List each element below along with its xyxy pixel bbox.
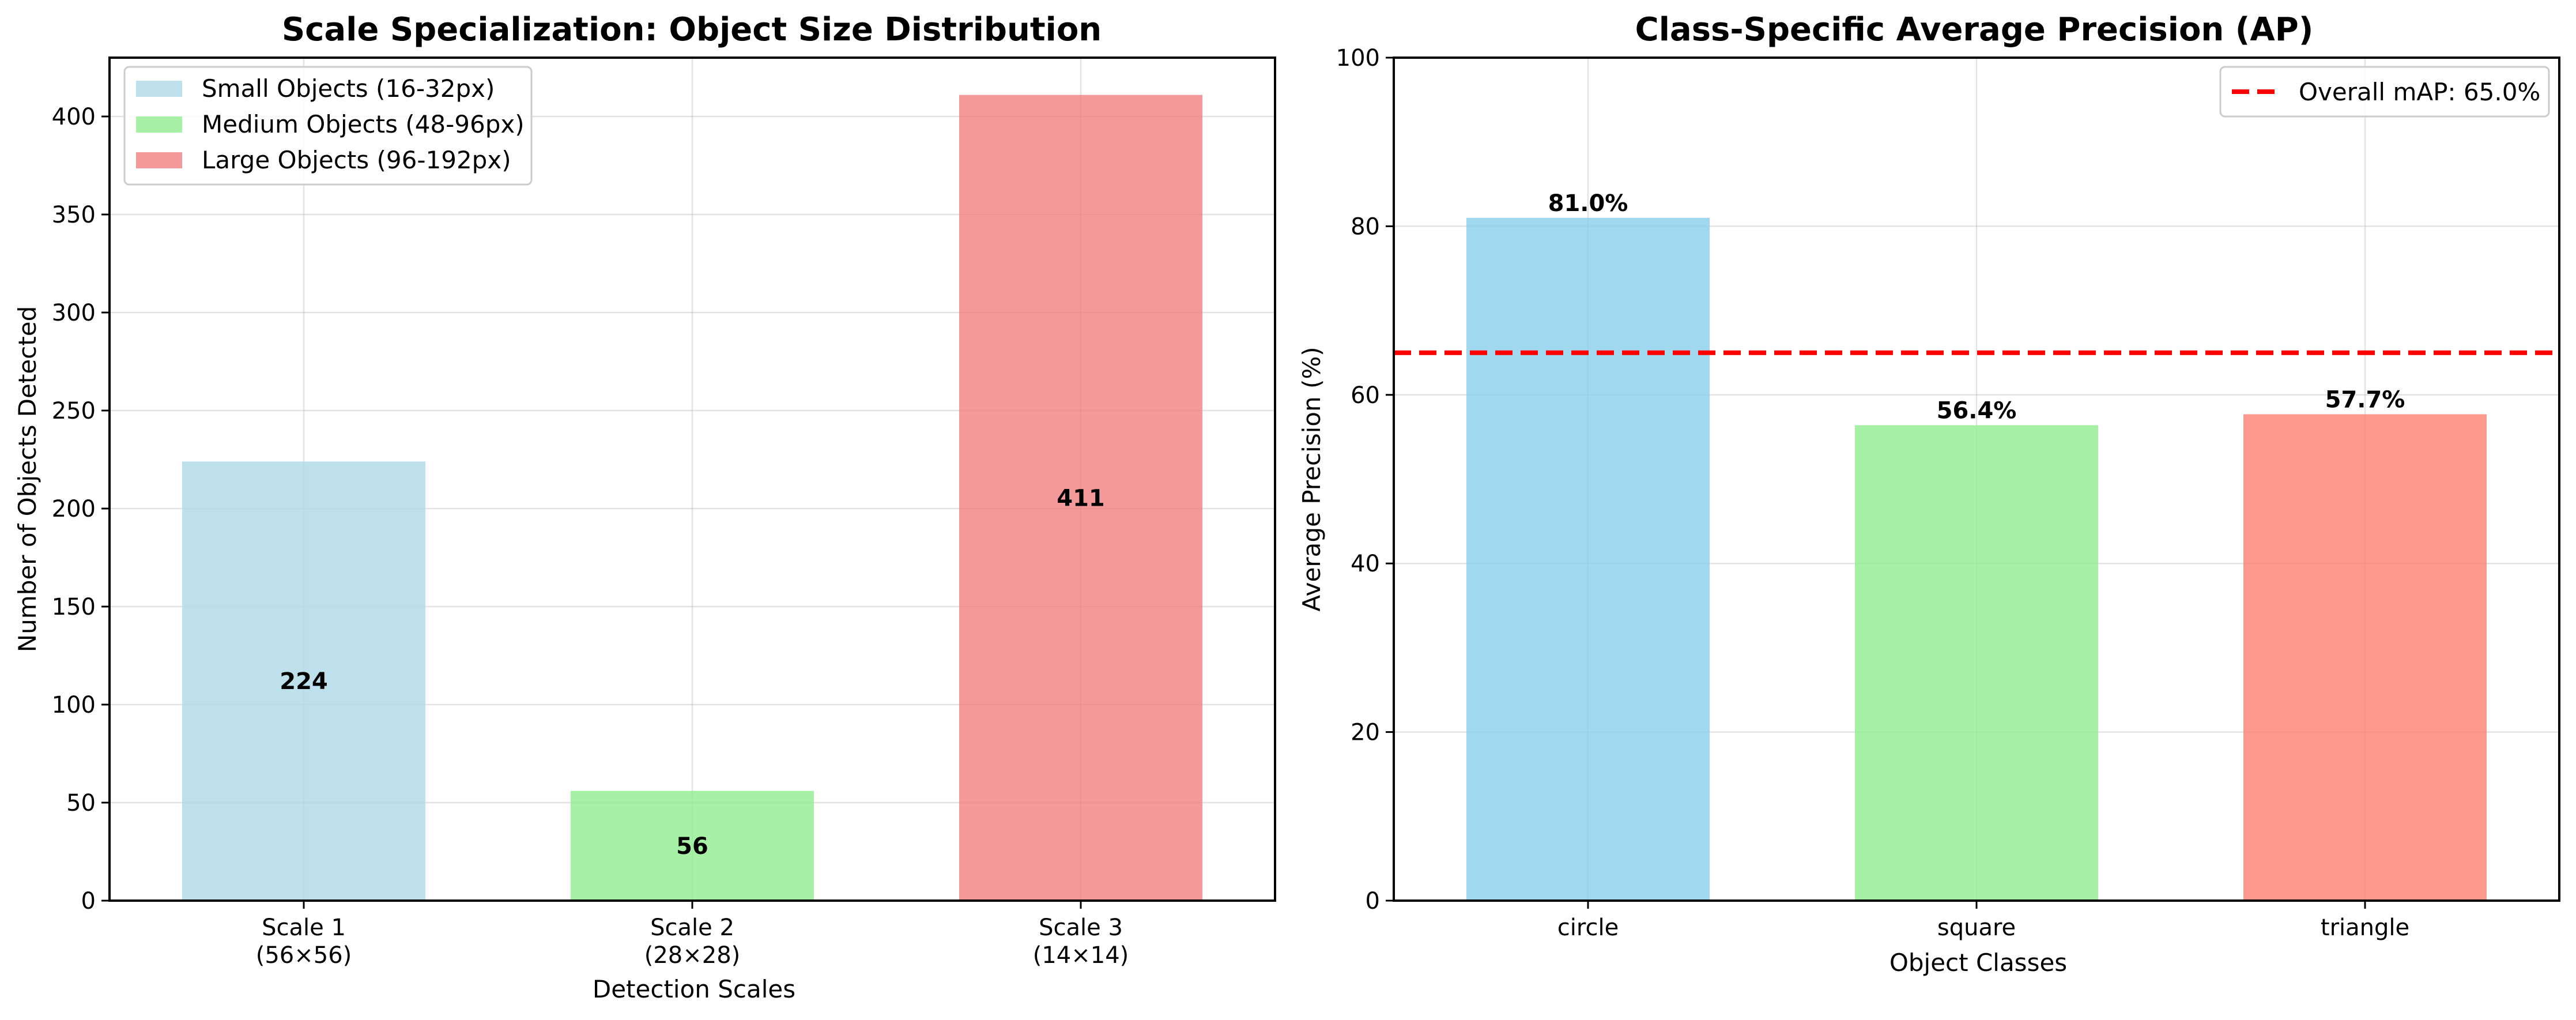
bar	[959, 95, 1202, 901]
y-axis-label: Number of Objects Detected	[13, 306, 42, 652]
y-tick-label: 250	[52, 398, 96, 424]
object-size-chart: Scale Specialization: Object Size Distri…	[13, 11, 1276, 1003]
legend-label-large: Large Objects (96-192px)	[202, 146, 511, 174]
legend-box	[2219, 66, 2550, 118]
x-tick-label-sub: (56×56)	[256, 942, 352, 969]
x-axis-label: Object Classes	[1889, 949, 2067, 977]
legend-label-map: Overall mAP: 65.0%	[2299, 78, 2540, 106]
y-tick-label: 300	[52, 300, 96, 326]
chart-title: Scale Specialization: Object Size Distri…	[282, 11, 1102, 48]
y-tick-label: 60	[1351, 382, 1380, 409]
legend: Small Objects (16-32px) Medium Objects (…	[123, 66, 533, 186]
x-tick-label: Scale 1	[262, 914, 346, 941]
legend-box	[123, 66, 533, 186]
bar-value-labels: 81.0% 56.4% 57.7%	[1548, 190, 2405, 424]
legend-label-small: Small Objects (16-32px)	[202, 74, 495, 103]
legend-swatch-medium	[136, 116, 182, 133]
y-tick-label: 80	[1351, 213, 1380, 240]
bar	[2243, 414, 2487, 901]
y-tick-label: 200	[52, 496, 96, 522]
bar	[571, 791, 814, 901]
bar-value-labels: 224 56 411	[280, 485, 1105, 860]
x-axis: Scale 1(56×56) Scale 2(28×28) Scale 3(14×1…	[256, 901, 1129, 969]
bar	[182, 461, 425, 901]
y-tick-label: 0	[81, 888, 96, 914]
y-axis-label: Average Precision (%)	[1298, 347, 1326, 611]
x-tick-label: triangle	[2321, 914, 2409, 941]
y-axis: 0 20 40 60 80 100	[1336, 45, 1394, 914]
y-tick-label: 100	[1336, 45, 1380, 71]
y-tick-label: 40	[1351, 551, 1380, 577]
y-tick-label: 50	[66, 790, 96, 816]
y-tick-label: 350	[52, 202, 96, 228]
x-tick-label: Scale 3	[1039, 914, 1123, 941]
bars	[182, 95, 1202, 901]
bars	[1466, 217, 2487, 901]
y-tick-label: 400	[52, 104, 96, 130]
bar	[1466, 217, 1710, 901]
legend-swatch-small	[136, 81, 182, 97]
x-tick-label: square	[1937, 914, 2016, 941]
bar-value-label: 224	[280, 668, 328, 695]
y-tick-label: 0	[1366, 888, 1380, 914]
chart-title: Class-Specific Average Precision (AP)	[1635, 11, 2314, 48]
bar	[1855, 425, 2098, 901]
bar-value-label: 81.0%	[1548, 190, 1628, 217]
class-ap-chart: Class-Specific Average Precision (AP) 81…	[1298, 11, 2560, 977]
bar-value-label: 57.7%	[2325, 386, 2405, 413]
x-tick-label-sub: (14×14)	[1033, 942, 1129, 969]
bar-value-label: 411	[1057, 485, 1105, 511]
x-axis-label: Detection Scales	[593, 975, 795, 1003]
x-tick-label: Scale 2	[650, 914, 734, 941]
bar-value-label: 56	[676, 833, 708, 860]
y-tick-label: 20	[1351, 720, 1380, 746]
y-tick-label: 100	[52, 692, 96, 718]
y-axis: 0 50 100 150 200 250 300 350 400	[52, 104, 110, 914]
y-tick-label: 150	[52, 594, 96, 620]
legend-label-medium: Medium Objects (48-96px)	[202, 110, 525, 138]
x-tick-label: circle	[1557, 914, 1619, 941]
bar-value-label: 56.4%	[1937, 397, 2017, 424]
x-axis: circle square triangle	[1557, 901, 2409, 941]
x-tick-label-sub: (28×28)	[644, 942, 741, 969]
legend-swatch-large	[136, 152, 182, 168]
legend: Overall mAP: 65.0%	[2219, 66, 2550, 118]
